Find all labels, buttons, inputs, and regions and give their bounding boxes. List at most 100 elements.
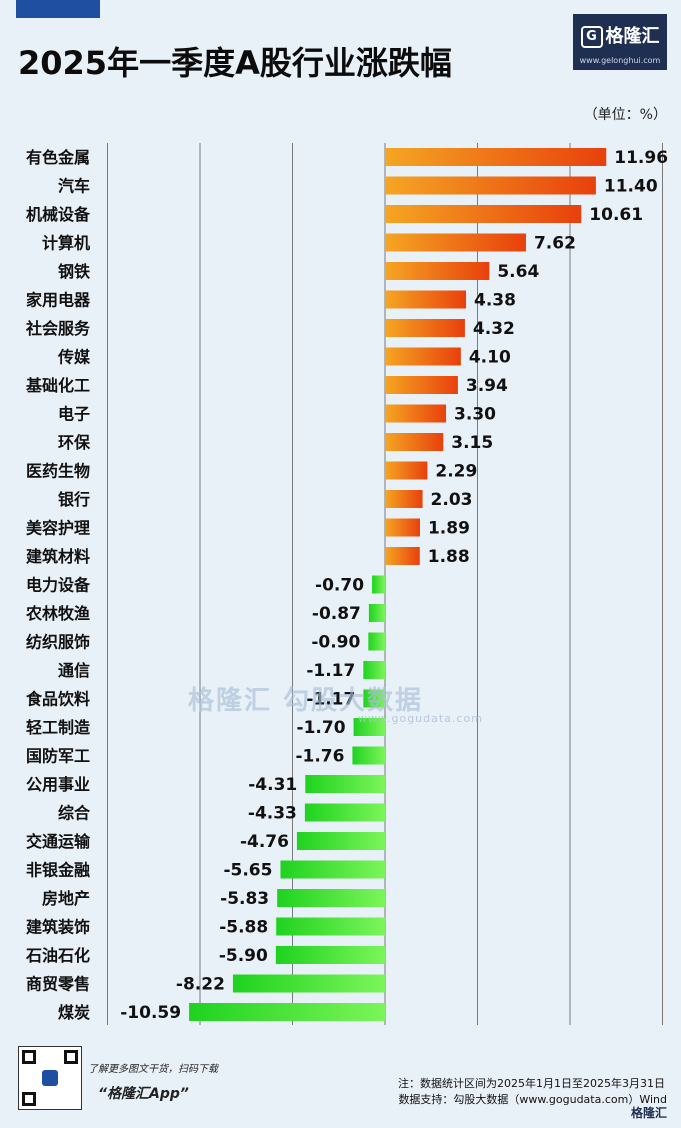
gelonghui-logo: G 格隆汇 www.gelonghui.com (573, 14, 667, 70)
category-label: 基础化工 (25, 376, 90, 395)
value-label: -8.22 (176, 975, 225, 995)
category-label: 非银金融 (26, 861, 90, 880)
bar (385, 490, 423, 508)
footer-note: 注：数据统计区间为2025年1月1日至2025年3月31日 (398, 1077, 665, 1090)
bar (385, 376, 458, 394)
bar (296, 832, 385, 850)
category-label: 交通运输 (26, 832, 91, 851)
value-label: 1.88 (428, 547, 470, 567)
watermark-text: 格隆汇 勾股大数据 (188, 686, 424, 716)
logo-url: www.gelonghui.com (579, 56, 661, 65)
value-label: -1.76 (295, 747, 344, 767)
category-label: 家用电器 (26, 291, 91, 310)
value-label: 7.62 (534, 234, 576, 254)
category-label: 电力设备 (26, 576, 91, 595)
category-label: 电子 (58, 405, 90, 424)
category-label: 商贸零售 (26, 975, 90, 994)
watermark-url: www.gogudata.com (358, 712, 483, 725)
category-label: 传媒 (57, 348, 91, 367)
value-label: -5.83 (220, 889, 269, 909)
category-label: 医药生物 (26, 462, 90, 481)
category-label: 机械设备 (26, 205, 91, 224)
bar (385, 461, 428, 480)
bar (385, 148, 607, 166)
value-label: -5.88 (219, 918, 268, 938)
category-label: 煤炭 (58, 1003, 90, 1022)
category-label: 美容护理 (26, 519, 90, 538)
value-label: 11.96 (614, 148, 668, 168)
value-label: 10.61 (589, 205, 643, 225)
category-label: 综合 (58, 804, 91, 823)
value-label: -1.17 (306, 690, 355, 710)
bar (368, 632, 385, 651)
value-label: -4.31 (248, 775, 297, 795)
bar (232, 974, 385, 993)
bar (352, 746, 385, 765)
qr-app-name: “格隆汇App” (98, 1086, 189, 1102)
top-accent-tab (16, 0, 100, 18)
value-label: 2.29 (435, 462, 477, 482)
bar (385, 518, 420, 537)
qr-code[interactable] (18, 1046, 82, 1110)
bar (385, 547, 420, 565)
bar (385, 290, 467, 309)
bar (277, 889, 385, 907)
category-label: 建筑材料 (26, 547, 90, 566)
bar (385, 319, 465, 337)
qr-corner-icon (64, 1050, 78, 1064)
qr-tagline: 了解更多图文干货，扫码下载 (88, 1064, 218, 1075)
category-label: 环保 (58, 433, 91, 452)
value-label: 4.32 (473, 319, 515, 339)
category-label: 建筑装饰 (26, 918, 90, 937)
value-label: -4.76 (240, 832, 289, 852)
value-label: 1.89 (428, 519, 470, 539)
bar (385, 205, 582, 223)
category-label: 有色金属 (26, 148, 90, 167)
bar (385, 176, 596, 195)
bar (353, 718, 385, 736)
logo-mark: G 格隆汇 (580, 22, 660, 48)
value-label: 3.94 (466, 376, 508, 396)
bar (363, 661, 385, 679)
category-label: 房地产 (42, 889, 90, 908)
value-label: -5.90 (219, 946, 268, 966)
bar (385, 404, 447, 423)
category-label: 汽车 (58, 177, 90, 196)
category-label: 纺织服饰 (26, 633, 90, 652)
value-label: -0.87 (312, 604, 361, 624)
bar (372, 575, 385, 594)
bar (189, 1003, 385, 1021)
value-label: -4.33 (248, 804, 297, 824)
category-label: 社会服务 (25, 319, 91, 338)
value-label: 4.10 (469, 348, 511, 368)
category-label: 石油石化 (25, 946, 90, 965)
category-label: 农林牧渔 (25, 604, 90, 623)
chart-title: 2025年一季度A股行业涨跌幅 (18, 44, 452, 82)
qr-logo-icon (42, 1070, 58, 1086)
value-label: -0.90 (311, 633, 360, 653)
bar (368, 604, 385, 622)
value-label: 3.15 (451, 433, 493, 453)
g-icon: G (580, 26, 603, 48)
bar (305, 775, 385, 793)
qr-corner-icon (22, 1050, 36, 1064)
bar (363, 689, 385, 708)
value-label: -1.70 (297, 718, 346, 738)
value-label: 11.40 (604, 177, 658, 197)
qr-corner-icon (22, 1092, 36, 1106)
unit-label: （单位：%） (583, 107, 667, 123)
category-label: 国防军工 (26, 747, 90, 766)
bar (385, 433, 444, 451)
bar (385, 347, 461, 366)
category-label: 食品饮料 (25, 690, 90, 709)
category-label: 轻工制造 (26, 718, 91, 737)
bar (276, 917, 385, 936)
category-label: 银行 (58, 490, 90, 509)
corner-logo: 格隆汇 (630, 1106, 667, 1120)
value-label: 3.30 (454, 405, 496, 425)
bar (304, 803, 385, 822)
value-label: 5.64 (497, 262, 539, 282)
category-label: 公用事业 (26, 775, 90, 794)
value-label: -0.70 (315, 576, 364, 596)
